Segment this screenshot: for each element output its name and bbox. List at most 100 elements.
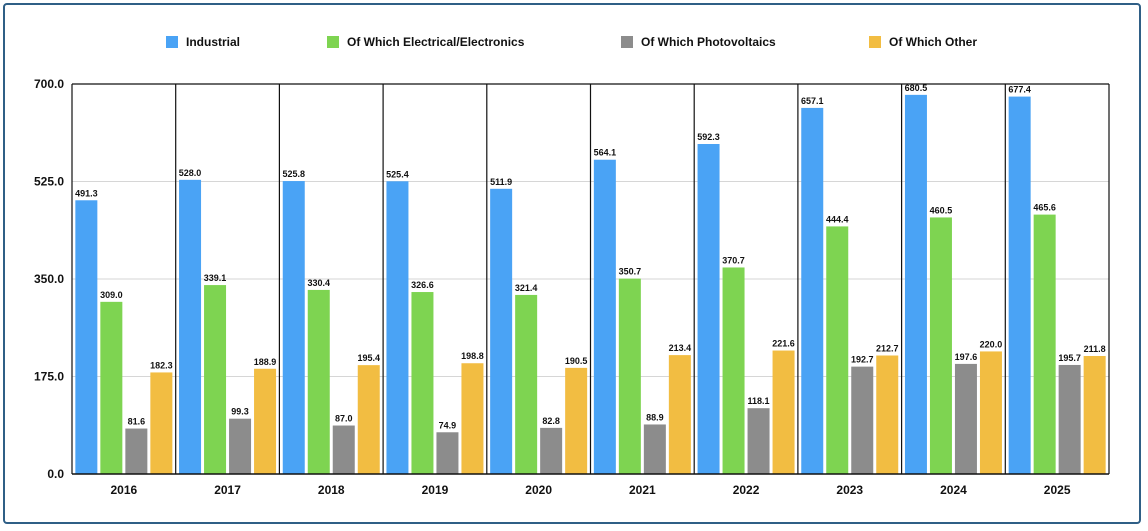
data-label: 330.4 [307,278,330,288]
bar[interactable] [254,368,277,474]
data-label: 211.8 [1084,344,1106,354]
x-tick-label: 2017 [214,483,241,497]
bar[interactable] [282,181,305,474]
data-label: 350.7 [619,267,642,277]
y-tick-label: 700.0 [34,77,64,91]
data-label: 592.3 [697,132,720,142]
legend-swatch [327,36,339,48]
x-tick-label: 2025 [1044,483,1071,497]
data-label: 326.6 [411,280,434,290]
bar[interactable] [1083,355,1106,474]
data-label: 564.1 [594,148,617,158]
data-label: 221.6 [772,339,795,349]
bar[interactable] [150,372,173,474]
data-label: 491.3 [75,188,98,198]
data-label: 88.9 [646,412,664,422]
y-tick-label: 0.0 [47,467,64,481]
bar[interactable] [461,363,484,474]
bar[interactable] [490,188,513,474]
x-tick-label: 2024 [940,483,967,497]
bar[interactable] [668,355,691,474]
data-label: 198.8 [461,351,484,361]
data-label: 212.7 [876,343,899,353]
bar[interactable] [1033,214,1056,474]
data-label: 657.1 [801,96,824,106]
data-label: 190.5 [565,356,588,366]
data-label: 444.4 [826,214,849,224]
data-label: 182.3 [150,360,173,370]
x-tick-label: 2022 [733,483,760,497]
data-label: 309.0 [100,290,123,300]
data-label: 195.4 [357,353,380,363]
data-label: 460.5 [930,205,953,215]
data-label: 677.4 [1008,85,1031,95]
data-label: 321.4 [515,283,538,293]
y-tick-label: 525.0 [34,175,64,189]
x-tick-label: 2021 [629,483,656,497]
bar[interactable] [332,425,355,474]
y-tick-label: 350.0 [34,272,64,286]
bar[interactable] [436,432,459,474]
bar[interactable] [125,428,148,474]
y-tick-label: 175.0 [34,370,64,384]
bar[interactable] [851,366,874,474]
legend-item[interactable]: Of Which Electrical/Electronics [347,35,525,49]
bar[interactable] [307,289,330,474]
data-label: 339.1 [204,273,227,283]
data-label: 99.3 [231,407,249,417]
data-label: 525.4 [386,169,409,179]
data-label: 195.7 [1058,353,1081,363]
bar[interactable] [826,226,849,474]
bar[interactable] [179,179,202,475]
bar[interactable] [929,217,952,474]
bar[interactable] [722,267,745,474]
legend-swatch [621,36,633,48]
bar[interactable] [565,367,588,474]
legend-item[interactable]: Of Which Photovoltaics [641,35,776,49]
data-label: 82.8 [542,416,560,426]
bar[interactable] [876,355,899,474]
data-label: 118.1 [748,396,770,406]
data-label: 220.0 [980,339,1003,349]
x-tick-label: 2018 [318,483,345,497]
bar[interactable] [1058,364,1081,474]
bar[interactable] [618,278,641,474]
data-label: 81.6 [128,417,146,427]
bar[interactable] [229,418,252,474]
legend-item[interactable]: Industrial [186,35,240,49]
bar[interactable] [386,181,409,474]
bar[interactable] [411,292,434,474]
bar[interactable] [204,285,227,474]
bar[interactable] [904,94,927,474]
data-label: 188.9 [254,357,277,367]
x-tick-label: 2016 [110,483,137,497]
bar[interactable] [357,365,380,474]
bar[interactable] [954,363,977,474]
data-label: 525.8 [282,169,305,179]
data-label: 680.5 [905,83,928,93]
bar[interactable] [747,408,770,474]
bar[interactable] [515,294,538,474]
data-label: 465.6 [1033,203,1056,213]
x-tick-label: 2019 [422,483,449,497]
bar[interactable] [593,159,616,475]
legend-item[interactable]: Of Which Other [889,35,977,49]
bar[interactable] [540,427,563,474]
bar[interactable] [979,351,1002,474]
bar[interactable] [801,107,824,474]
legend-swatch [869,36,881,48]
bar[interactable] [75,200,98,475]
bar[interactable] [100,301,123,474]
data-label: 511.9 [490,177,512,187]
bar[interactable] [1008,96,1031,474]
data-label: 192.7 [851,355,874,365]
x-tick-label: 2020 [525,483,552,497]
bar[interactable] [772,350,795,474]
x-tick-label: 2023 [836,483,863,497]
data-label: 197.6 [955,352,978,362]
data-label: 74.9 [439,420,457,430]
data-label: 87.0 [335,414,353,424]
bar[interactable] [643,424,666,474]
bar[interactable] [697,144,720,475]
